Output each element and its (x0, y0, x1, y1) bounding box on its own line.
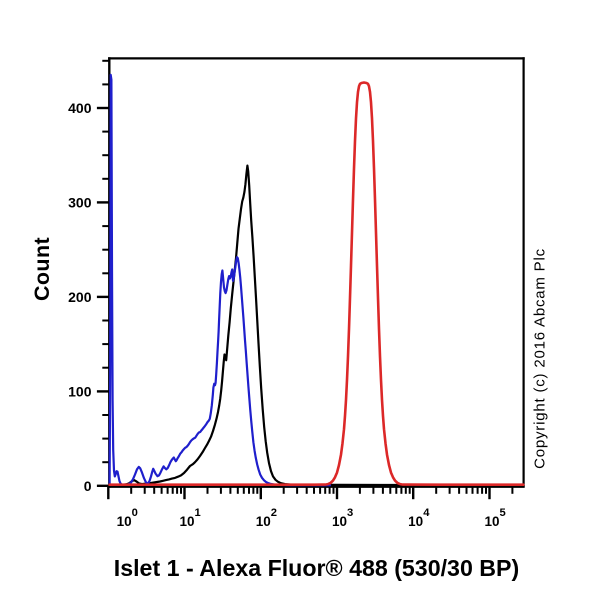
svg-text:Islet 1 - Alexa Fluor® 488 (53: Islet 1 - Alexa Fluor® 488 (530/30 BP) (114, 555, 519, 581)
svg-text:100: 100 (68, 383, 92, 399)
svg-text:300: 300 (68, 194, 92, 210)
svg-text:Copyright (c) 2016 Abcam Plc: Copyright (c) 2016 Abcam Plc (531, 248, 548, 469)
svg-text:0: 0 (84, 478, 92, 494)
svg-text:200: 200 (68, 289, 92, 305)
svg-text:Count: Count (30, 237, 54, 301)
svg-text:400: 400 (68, 100, 92, 116)
